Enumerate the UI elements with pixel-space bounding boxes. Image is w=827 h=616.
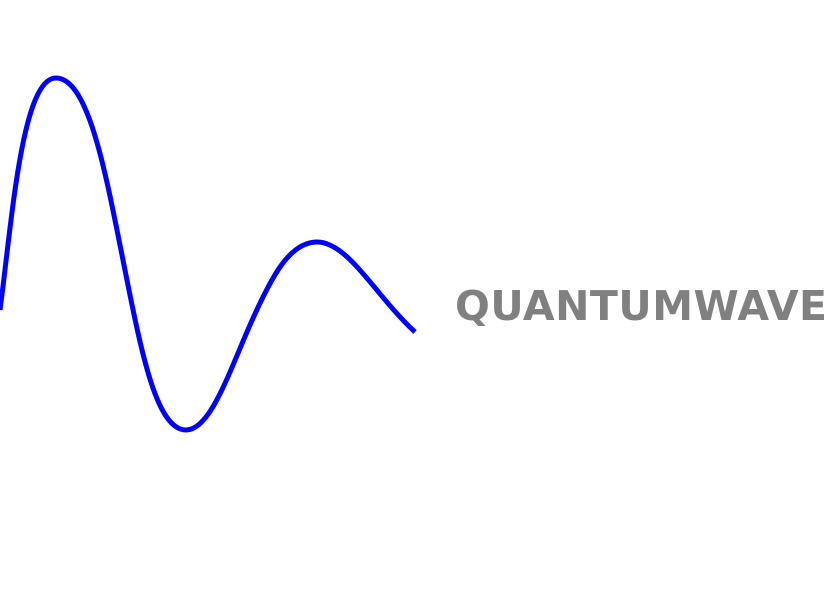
brand-wordmark: QUANTUMWAVE xyxy=(455,282,827,330)
wave-curve xyxy=(0,75,417,433)
